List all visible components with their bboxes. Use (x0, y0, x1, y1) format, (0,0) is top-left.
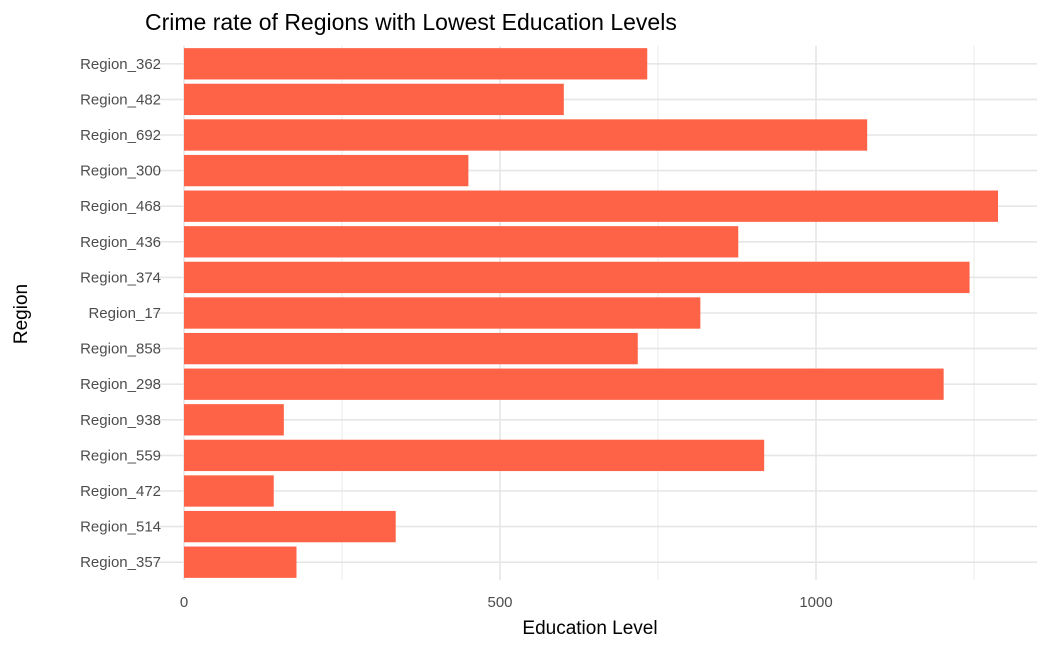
y-tick-label: Region_514 (80, 519, 161, 536)
y-tick-label: Region_298 (80, 376, 161, 393)
bar-region-357 (184, 546, 297, 578)
y-tick-label: Region_362 (80, 56, 161, 73)
y-tick-label: Region_858 (80, 341, 161, 358)
bar-region-300 (184, 154, 469, 187)
y-tick-label: Region_559 (80, 447, 161, 464)
y-tick-label: Region_17 (88, 305, 161, 322)
bar-region-472 (184, 475, 274, 507)
bar-region-298 (184, 368, 944, 400)
bar-region-468 (184, 190, 999, 222)
y-tick-label: Region_436 (80, 234, 161, 251)
y-tick-label: Region_300 (80, 163, 161, 180)
bar-region-858 (184, 332, 638, 365)
x-tick-label: 1000 (799, 594, 832, 611)
bar-region-482 (184, 83, 564, 116)
y-axis-title: Region (11, 284, 32, 344)
bar-region-514 (184, 510, 396, 543)
chart-title: Crime rate of Regions with Lowest Educat… (145, 9, 677, 35)
y-tick-labels: Region_362 Region_482 Region_692 Region_300… (80, 56, 161, 571)
y-tick-label: Region_692 (80, 127, 161, 144)
y-tick-label: Region_482 (80, 91, 161, 108)
y-tick-label: Region_472 (80, 483, 161, 500)
bar-region-374 (184, 261, 970, 294)
bar-region-692 (184, 119, 868, 151)
bar-region-436 (184, 226, 739, 258)
x-axis-title: Education Level (522, 618, 657, 639)
y-tick-label: Region_938 (80, 412, 161, 429)
bar-region-17 (184, 297, 701, 329)
x-tick-label: 500 (487, 594, 512, 611)
bars (184, 48, 999, 578)
bar-region-559 (184, 439, 765, 472)
x-tick-label: 0 (180, 594, 188, 611)
y-tick-label: Region_357 (80, 554, 161, 571)
bar-region-362 (184, 48, 648, 80)
bar-region-938 (184, 404, 284, 436)
y-tick-label: Region_374 (80, 269, 161, 286)
y-tick-label: Region_468 (80, 198, 161, 215)
x-tick-labels: 0 500 1000 (180, 594, 833, 611)
